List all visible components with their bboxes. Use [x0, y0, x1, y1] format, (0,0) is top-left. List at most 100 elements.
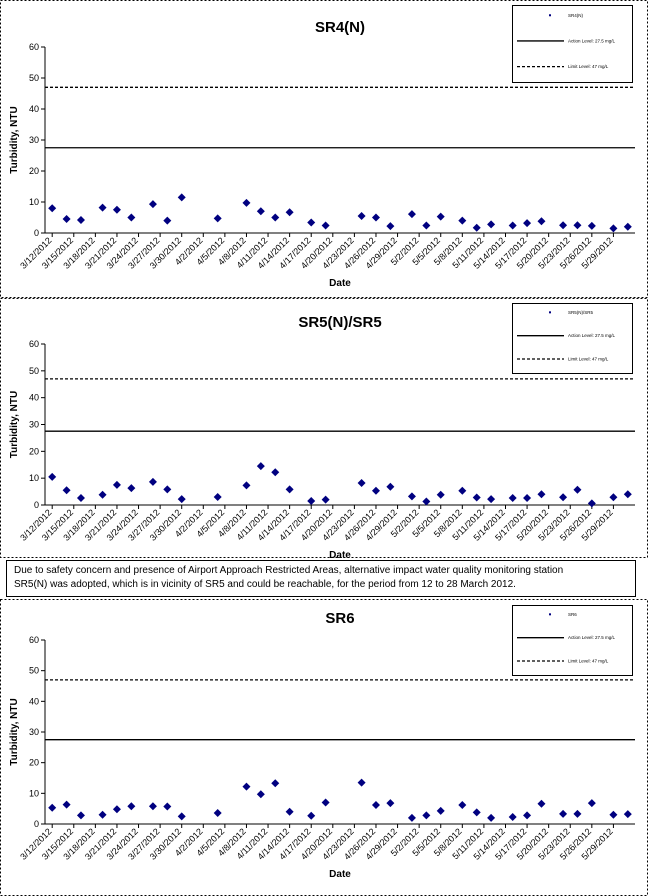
y-tick-label: 20: [29, 758, 39, 768]
data-point: [163, 802, 172, 811]
data-point: [76, 811, 85, 820]
legend-label: Limit Level: 47 mg/L: [568, 659, 609, 664]
data-point: [407, 210, 416, 219]
data-point: [386, 222, 395, 231]
data-point: [609, 493, 618, 502]
legend-label: Action Level: 27.5 mg/L: [568, 38, 616, 43]
data-point: [307, 811, 316, 820]
data-point: [76, 215, 85, 224]
y-tick-label: 50: [29, 73, 39, 83]
data-point: [573, 485, 582, 494]
data-point: [256, 790, 265, 799]
y-tick-label: 60: [29, 42, 39, 52]
chart-title: SR4(N): [315, 19, 365, 36]
data-point: [213, 492, 222, 501]
data-point: [573, 809, 582, 818]
legend-label: SR5(N)/SR5: [568, 310, 594, 315]
legend-marker: [549, 311, 551, 314]
data-point: [76, 494, 85, 503]
data-point: [357, 778, 366, 787]
y-tick-label: 60: [29, 635, 39, 645]
data-point: [321, 221, 330, 230]
data-point: [357, 478, 366, 487]
data-point: [487, 220, 496, 229]
data-point: [458, 216, 467, 225]
chart-title: SR6: [325, 610, 354, 627]
data-point: [62, 800, 71, 809]
data-point: [148, 477, 157, 486]
data-point: [98, 203, 107, 212]
legend-label: Limit Level: 47 mg/L: [568, 64, 609, 69]
data-point: [559, 809, 568, 818]
y-tick-label: 0: [34, 819, 39, 829]
data-point: [127, 213, 136, 222]
y-tick-label: 20: [29, 166, 39, 176]
data-point: [587, 221, 596, 230]
data-point: [307, 496, 316, 505]
data-point: [508, 221, 517, 230]
data-point: [623, 810, 632, 819]
data-point: [112, 480, 121, 489]
data-point: [487, 813, 496, 822]
data-point: [98, 490, 107, 499]
data-point: [112, 805, 121, 814]
data-point: [407, 492, 416, 501]
y-tick-label: 10: [29, 788, 39, 798]
data-point: [163, 485, 172, 494]
data-point: [48, 472, 57, 481]
legend-label: Limit Level: 47 mg/L: [568, 357, 609, 362]
data-point: [422, 221, 431, 230]
data-point: [321, 495, 330, 504]
data-point: [256, 207, 265, 216]
data-point: [271, 468, 280, 477]
data-point: [458, 486, 467, 495]
data-point: [487, 495, 496, 504]
data-point: [357, 211, 366, 220]
legend-box: [512, 5, 633, 83]
data-point: [623, 222, 632, 231]
data-point: [386, 482, 395, 491]
data-point: [285, 807, 294, 816]
note-line: Due to safety concern and presence of Ai…: [14, 565, 563, 576]
data-point: [573, 221, 582, 230]
data-point: [609, 810, 618, 819]
data-point: [177, 812, 186, 821]
chart-title: SR5(N)/SR5: [298, 314, 381, 331]
y-tick-label: 20: [29, 446, 39, 456]
data-point: [537, 799, 546, 808]
data-point: [256, 462, 265, 471]
data-point: [472, 223, 481, 232]
data-point: [177, 495, 186, 504]
data-point: [242, 782, 251, 791]
data-point: [609, 224, 618, 233]
data-point: [472, 808, 481, 817]
note-line: SR5(N) was adopted, which is in vicinity…: [14, 579, 516, 590]
y-tick-label: 30: [29, 135, 39, 145]
data-point: [371, 213, 380, 222]
data-point: [148, 802, 157, 811]
y-tick-label: 40: [29, 696, 39, 706]
data-point: [386, 799, 395, 808]
data-point: [271, 213, 280, 222]
data-point: [127, 484, 136, 493]
y-tick-label: 50: [29, 666, 39, 676]
data-point: [422, 811, 431, 820]
data-point: [242, 198, 251, 207]
y-tick-label: 30: [29, 420, 39, 430]
y-tick-label: 10: [29, 197, 39, 207]
data-point: [213, 214, 222, 223]
legend-marker: [549, 613, 551, 616]
data-point: [48, 204, 57, 213]
y-tick-label: 40: [29, 393, 39, 403]
data-point: [285, 485, 294, 494]
data-point: [177, 193, 186, 202]
legend-label: SR6: [568, 612, 577, 617]
data-point: [537, 217, 546, 226]
data-point: [436, 212, 445, 221]
data-point: [436, 806, 445, 815]
data-point: [127, 802, 136, 811]
y-axis-label: Turbidity, NTU: [9, 106, 20, 173]
data-point: [112, 205, 121, 214]
